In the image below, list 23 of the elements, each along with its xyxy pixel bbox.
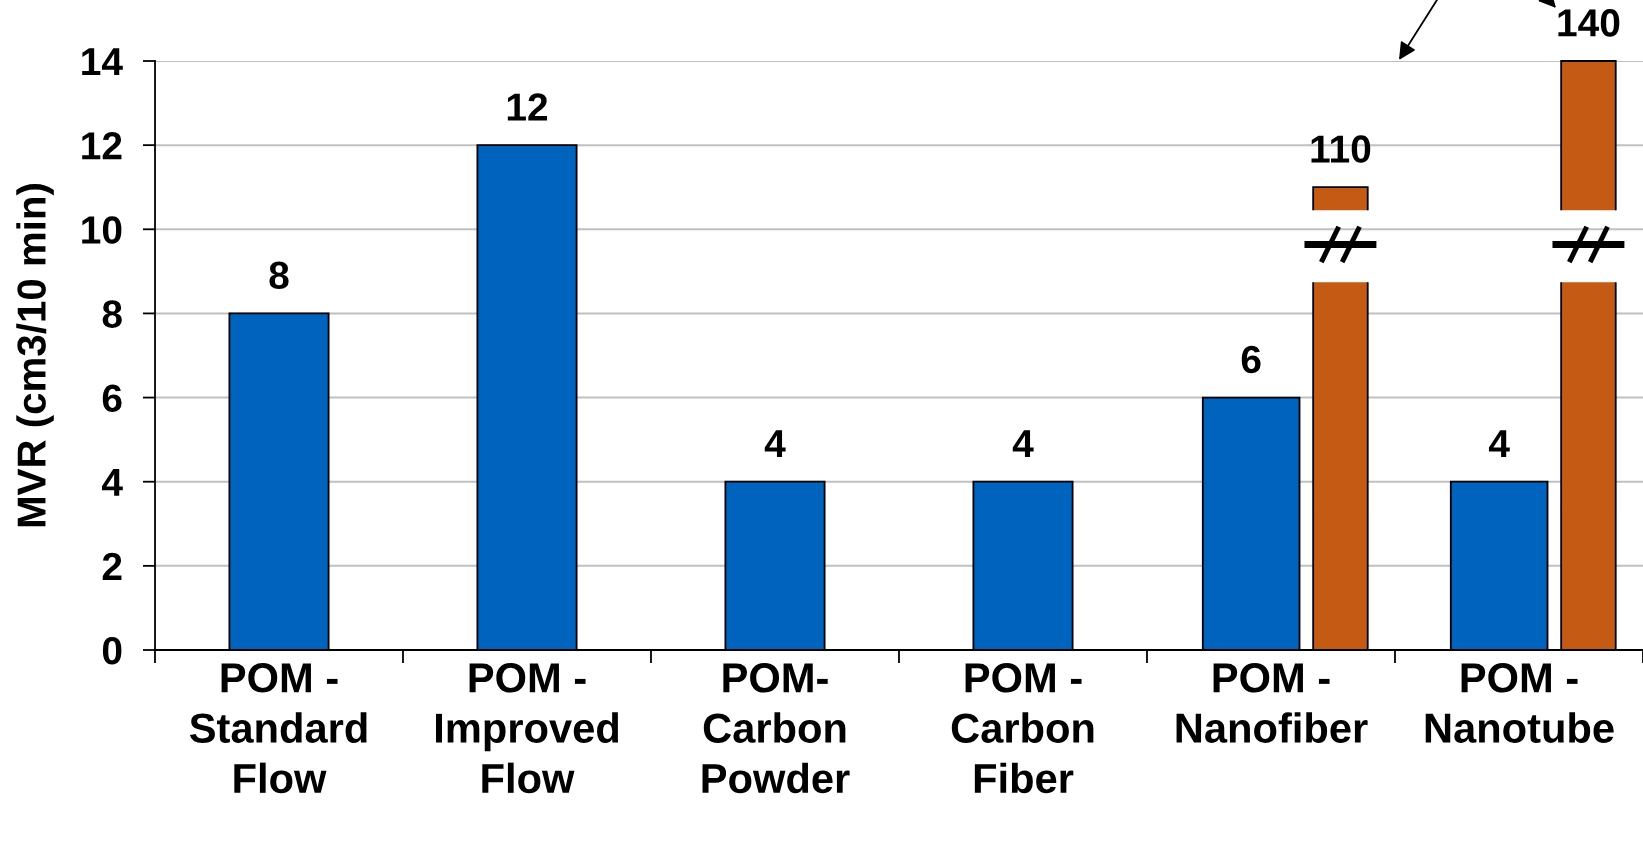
y-axis-title: MVR (cm3/10 min) bbox=[16, 184, 54, 527]
y-tick-label: 6 bbox=[102, 384, 122, 413]
data-label: 6 bbox=[1241, 345, 1261, 374]
y-tick-label: 14 bbox=[82, 48, 123, 76]
x-tick-label: POM- Carbon Powder bbox=[702, 663, 850, 794]
y-tick-label: 2 bbox=[102, 552, 122, 580]
y-tick-label: 10 bbox=[82, 216, 122, 244]
data-label: 12 bbox=[507, 93, 548, 121]
data-label: 4 bbox=[1012, 430, 1034, 457]
data-label: 8 bbox=[269, 261, 289, 290]
x-tick-label: POM - Improved Flow bbox=[436, 663, 619, 794]
data-label: 140 bbox=[1558, 9, 1620, 37]
y-tick-label: 12 bbox=[82, 132, 122, 160]
data-label: 4 bbox=[1488, 430, 1510, 457]
data-label: 4 bbox=[764, 430, 786, 457]
x-tick-label: POM - Carbon Fiber bbox=[951, 663, 1094, 794]
y-tick-label: 8 bbox=[102, 300, 122, 328]
data-label: 110 bbox=[1311, 135, 1371, 163]
y-tick-label: 4 bbox=[101, 469, 123, 496]
x-tick-label: POM - Nanotube bbox=[1425, 663, 1614, 743]
x-tick-label: POM - Nanofiber bbox=[1176, 663, 1368, 743]
y-tick-label: 0 bbox=[102, 636, 122, 665]
x-tick-label: POM - Standard Flow bbox=[189, 663, 367, 794]
